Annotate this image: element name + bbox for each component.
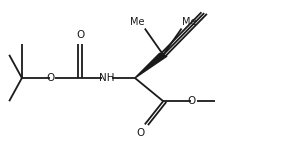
Text: O: O xyxy=(46,73,54,83)
Text: O: O xyxy=(187,96,196,106)
Polygon shape xyxy=(135,54,167,78)
Text: O: O xyxy=(136,128,145,138)
Text: Me: Me xyxy=(130,17,144,27)
Text: NH: NH xyxy=(99,73,114,83)
Text: O: O xyxy=(76,30,84,40)
Text: Me: Me xyxy=(182,17,197,27)
